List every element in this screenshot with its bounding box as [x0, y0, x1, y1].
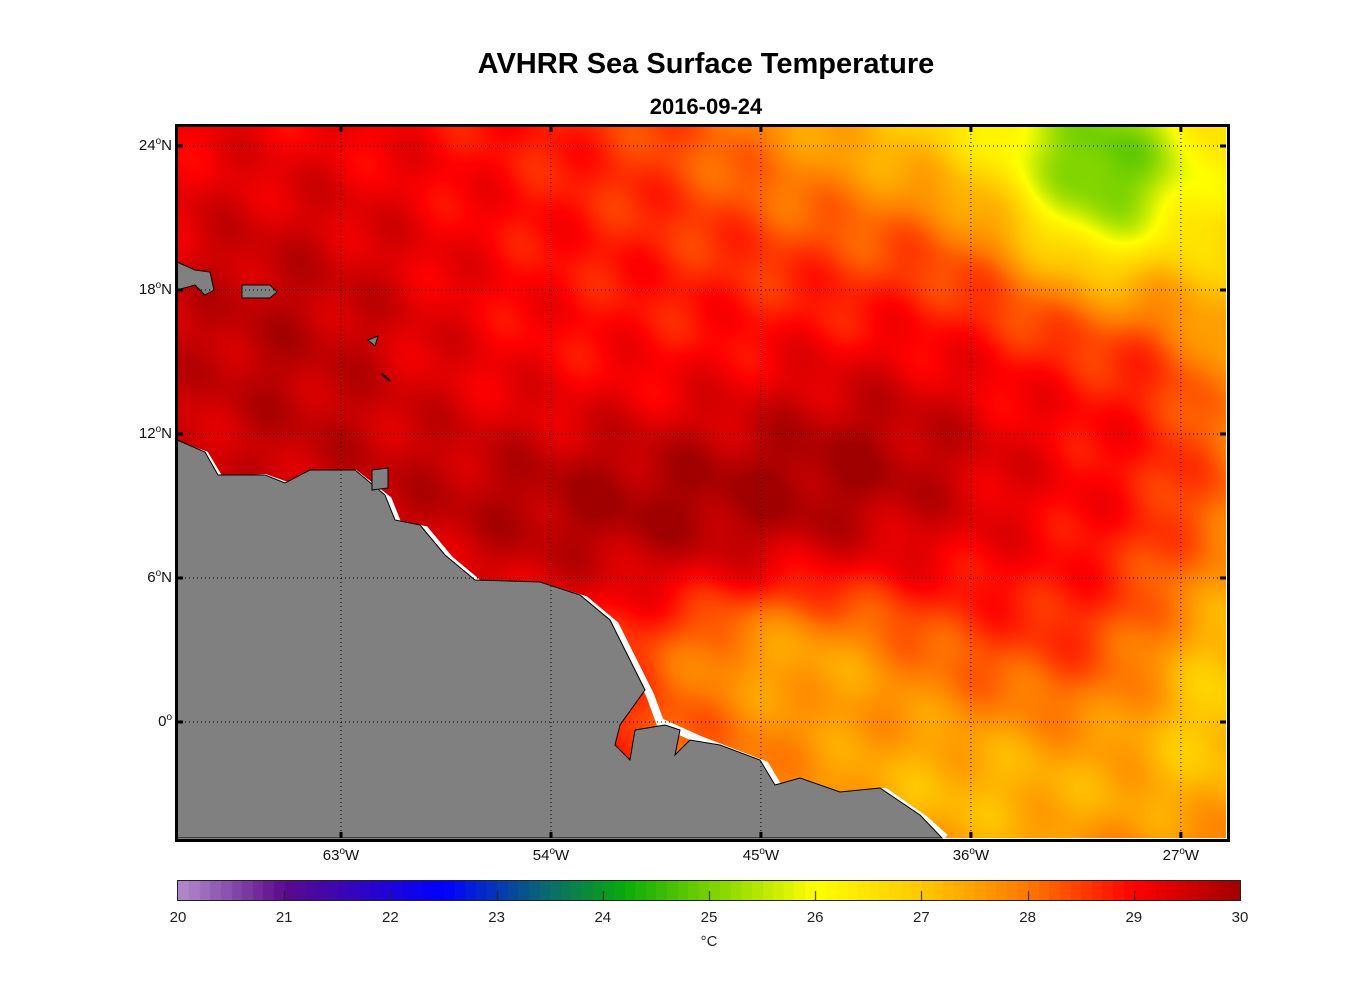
colorbar-tick-label: 26 — [806, 909, 824, 926]
degree-symbol: o — [155, 280, 162, 291]
lon-tick-label: 36oW — [953, 846, 989, 864]
chart-subtitle: 2016-09-24 — [649, 94, 763, 119]
hemisphere: W — [764, 847, 780, 864]
lon-tick-label: 45oW — [743, 846, 779, 864]
colorbar-tick-label: 20 — [169, 909, 187, 926]
colorbar-tick-label: 24 — [594, 909, 612, 926]
hemisphere: N — [161, 281, 172, 298]
lat-tick-label: 6oN — [147, 568, 172, 586]
land-island-trinidad — [371, 467, 389, 491]
degree-symbol: o — [969, 846, 975, 857]
lat-tick-label: 18oN — [139, 280, 172, 298]
lat-tick-label: 12oN — [139, 424, 172, 442]
colorbar-tick-label: 27 — [913, 909, 930, 926]
tick-value: 24 — [138, 137, 156, 154]
land-island-guadeloupe — [367, 335, 379, 347]
tick-value: 6 — [147, 569, 156, 586]
hemisphere: W — [345, 847, 360, 864]
degree-symbol: o — [759, 846, 765, 857]
tick-value: 63 — [322, 847, 340, 864]
hemisphere: N — [161, 137, 172, 154]
hemisphere: W — [974, 847, 990, 864]
hemisphere: W — [555, 847, 570, 864]
land-island-virgin — [241, 284, 278, 299]
tick-value: 12 — [138, 425, 156, 442]
colorbar — [177, 880, 1241, 901]
degree-symbol: o — [155, 424, 162, 435]
lat-tick-label: 24oN — [139, 136, 172, 154]
map-frame — [175, 124, 1230, 842]
colorbar-tick-label: 22 — [382, 909, 399, 926]
tick-value: 54 — [532, 847, 550, 864]
colorbar-tick-label: 21 — [275, 909, 293, 926]
tick-value: 36 — [952, 847, 970, 864]
hemisphere: N — [161, 425, 172, 442]
tick-value: 0 — [158, 713, 167, 730]
tick-value: 27 — [1162, 847, 1180, 864]
colorbar-tick-label: 29 — [1125, 909, 1143, 926]
degree-symbol: o — [155, 136, 162, 147]
colorbar-tick-label: 30 — [1231, 909, 1249, 926]
colorbar-tick-label: 25 — [700, 909, 718, 926]
lon-tick-label: 63oW — [323, 846, 359, 864]
lat-tick-label: 0o — [158, 712, 172, 730]
hemisphere: N — [161, 569, 172, 586]
colorbar-unit-label: °C — [700, 933, 718, 950]
chart-title: AVHRR Sea Surface Temperature — [477, 48, 935, 80]
tick-value: 18 — [138, 281, 156, 298]
land-south-america — [176, 439, 944, 839]
degree-symbol: o — [166, 712, 172, 723]
lon-tick-label: 54oW — [533, 846, 569, 864]
colorbar-tick-label: 28 — [1019, 909, 1036, 926]
tick-value: 45 — [742, 847, 760, 864]
lon-tick-label: 27oW — [1163, 846, 1199, 864]
degree-symbol: o — [339, 846, 346, 857]
degree-symbol: o — [549, 846, 556, 857]
hemisphere: W — [1184, 847, 1200, 864]
degree-symbol: o — [155, 568, 162, 579]
degree-symbol: o — [1179, 846, 1185, 857]
land-island-barbados — [381, 373, 391, 382]
colorbar-tick-label: 23 — [488, 909, 505, 926]
